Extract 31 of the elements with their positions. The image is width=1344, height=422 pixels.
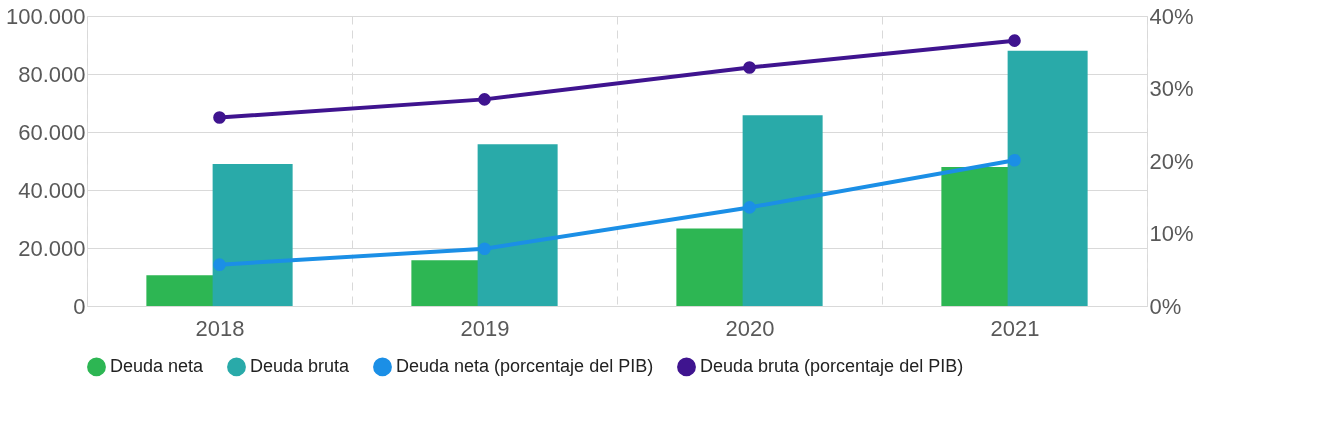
y2-tick-label: 40% (1149, 3, 1194, 29)
point (1008, 153, 1021, 167)
point (478, 242, 491, 256)
point (213, 258, 226, 271)
bar (212, 163, 293, 306)
y2-tick-label: 20% (1149, 148, 1194, 174)
point (478, 93, 491, 106)
y-tick-label: 40.000 (18, 177, 86, 203)
y-tick-label: 20.000 (18, 235, 86, 261)
y-tick-label: 100.000 (5, 3, 86, 29)
legend-label: Deuda neta (porcentaje del PIB) (396, 355, 654, 376)
x-tick-label: 2019 (460, 315, 510, 341)
point (213, 111, 226, 124)
y-tick-label: 60.000 (18, 119, 86, 145)
point (1008, 34, 1021, 47)
bar (477, 144, 558, 306)
bar (742, 115, 823, 306)
x-tick-label: 2018 (195, 315, 245, 341)
point (743, 201, 756, 214)
y-tick-label: 80.000 (18, 61, 86, 87)
legend-label: Deuda bruta (250, 355, 351, 376)
legend-label: Deuda neta (110, 355, 205, 376)
y2-tick-label: 30% (1149, 76, 1194, 101)
legend-label: Deuda bruta (porcentaje del PIB) (700, 355, 964, 376)
x-tick-label: 2021 (990, 315, 1040, 341)
x-tick-label: 2020 (725, 315, 775, 341)
bar (1007, 50, 1088, 306)
point (743, 61, 756, 74)
y2-tick-label: 10% (1149, 221, 1194, 246)
y-tick-label: 0 (73, 293, 86, 319)
y2-tick-label: 0% (1149, 293, 1182, 319)
